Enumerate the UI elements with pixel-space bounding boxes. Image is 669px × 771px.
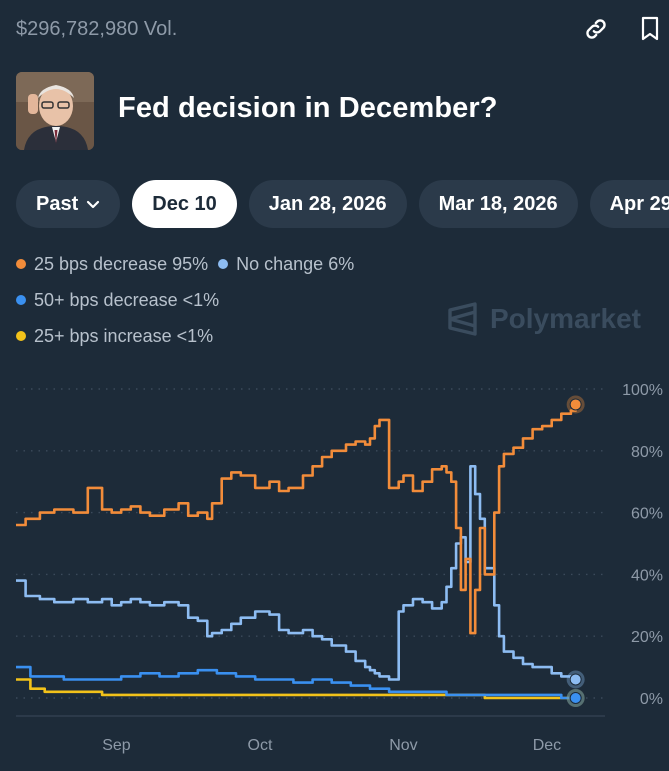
x-tick-label: Dec <box>533 737 561 754</box>
y-tick-label: 80% <box>631 444 663 461</box>
legend-item: 50+ bps decrease <1% <box>16 290 219 311</box>
x-tick-label: Nov <box>389 737 417 754</box>
series-line <box>16 665 576 700</box>
series-endpoint <box>569 692 582 704</box>
y-tick-label: 40% <box>631 567 663 584</box>
past-label: Past <box>36 192 79 215</box>
y-tick-label: 100% <box>622 382 663 399</box>
past-dropdown[interactable]: Past <box>16 180 121 228</box>
x-tick-label: Sep <box>102 737 131 754</box>
legend-label: 25 bps decrease 95% <box>34 253 209 274</box>
pill-dec-10[interactable]: Dec 10 <box>132 180 237 228</box>
y-tick-label: 0% <box>640 691 663 708</box>
pill-apr-29[interactable]: Apr 29 <box>589 180 669 228</box>
y-tick-label: 60% <box>631 506 663 523</box>
series-endpoint <box>569 673 582 686</box>
link-icon[interactable] <box>583 16 609 42</box>
legend-dot <box>16 295 26 305</box>
series-line <box>16 404 577 635</box>
legend-dot <box>16 331 26 341</box>
date-pills: Past Dec 10 Jan 28, 2026 Mar 18, 2026 Ap… <box>16 180 669 228</box>
volume-label: $296,782,980 Vol. <box>16 18 178 40</box>
legend-label: No change 6% <box>236 253 355 274</box>
market-avatar <box>16 72 94 150</box>
pill-mar-18-2026[interactable]: Mar 18, 2026 <box>418 180 578 228</box>
price-chart: 100% 80% 60% 40% 20% 0% Sep Oct Nov Dec <box>16 382 663 754</box>
bookmark-icon[interactable] <box>637 16 663 42</box>
x-tick-label: Oct <box>248 737 273 754</box>
chevron-down-icon <box>86 197 100 211</box>
legend-dot <box>16 259 26 269</box>
legend-dot <box>218 259 229 269</box>
series-endpoint <box>569 398 582 411</box>
market-title: Fed decision in December? <box>118 92 498 124</box>
chart-legend: 25 bps decrease 95% No change 6% 50+ bps… <box>16 246 364 354</box>
legend-item: 25+ bps increase <1% <box>16 326 213 347</box>
legend-item: 25 bps decrease 95% <box>16 254 208 275</box>
polymarket-logo-icon <box>448 302 477 336</box>
polymarket-watermark: Polymarket <box>446 302 641 336</box>
series-line <box>16 465 576 681</box>
legend-item: No change 6% <box>218 254 354 275</box>
legend-label: 50+ bps decrease <1% <box>34 289 220 310</box>
pill-jan-28-2026[interactable]: Jan 28, 2026 <box>248 180 407 228</box>
watermark-text: Polymarket <box>490 303 641 334</box>
legend-label: 25+ bps increase <1% <box>34 325 214 346</box>
y-tick-label: 20% <box>631 629 663 646</box>
